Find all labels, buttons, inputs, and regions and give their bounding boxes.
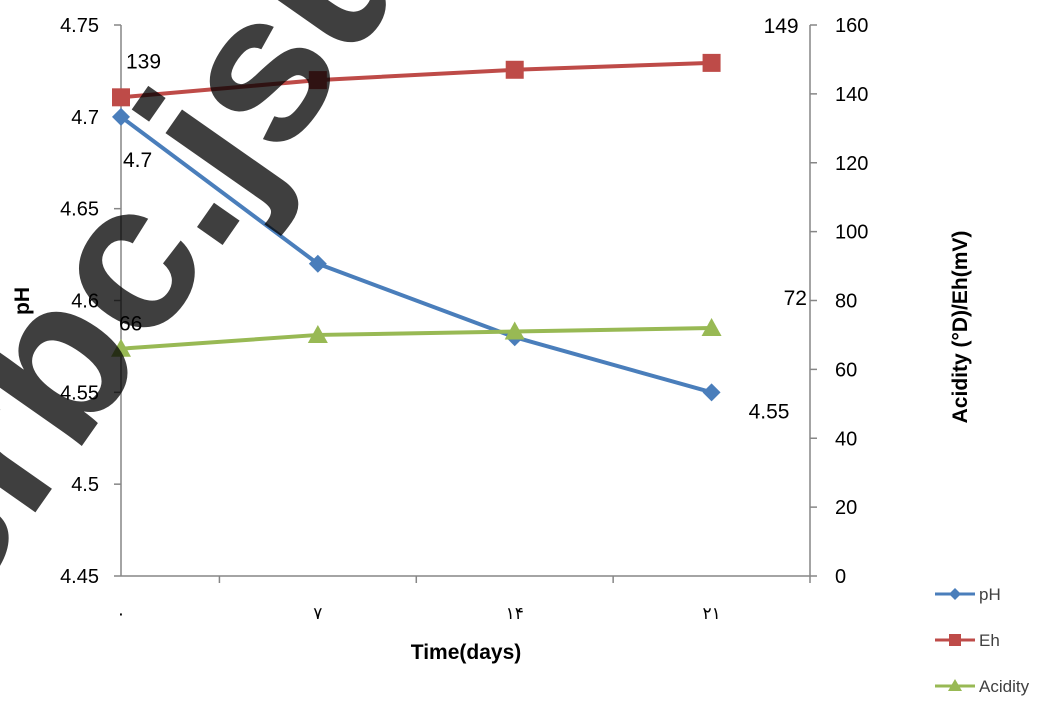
right-tick-label: 20 [835, 497, 857, 519]
watermark-text: srbc.jsutn.ir [0, 0, 686, 646]
x-tick-label: ۱۴ [506, 604, 524, 624]
right-tick-label: 0 [835, 566, 846, 588]
right-tick-label: 100 [835, 222, 868, 244]
eh-line [120, 60, 712, 100]
y2-axis-title: Acidity (°D)/Eh(mV) [949, 231, 972, 424]
eh-point [112, 88, 130, 107]
eh-data-label: 139 [126, 50, 161, 73]
x-tick-group: ۰ ۷ ۱۴ ۲۱ [116, 576, 811, 624]
left-tick-label: 4.6 [71, 291, 99, 313]
x-axis-title: Time(days) [411, 641, 522, 664]
series-layer [111, 53, 722, 402]
ph-data-label: 4.55 [749, 400, 790, 423]
ph-data-label: 4.7 [123, 149, 152, 172]
acidity-point [701, 318, 722, 337]
watermark: srbc.jsutn.ir [0, 0, 686, 646]
right-tick-label: 40 [835, 428, 857, 450]
acidity-line [120, 326, 712, 351]
legend-acidity-label: Acidity [979, 677, 1030, 696]
eh-point [308, 71, 327, 90]
left-tick-label: 4.75 [60, 15, 99, 37]
right-tick-group: 0 20 40 60 80 100 120 140 160 [810, 15, 868, 588]
eh-point [505, 60, 524, 79]
acidity-point [307, 324, 328, 343]
ph-line [119, 115, 713, 395]
data-label-layer: 4.7 4.55 139 149 66 72 [119, 15, 807, 423]
legend-eh-marker [949, 634, 961, 646]
x-tick-label: ۷ [313, 604, 322, 624]
ph-point [308, 254, 327, 273]
acidity-data-label: 72 [784, 287, 807, 310]
legend-eh-label: Eh [979, 631, 1000, 650]
x-tick-label: ۰ [116, 604, 125, 624]
right-tick-label: 140 [835, 84, 868, 106]
eh-data-label: 149 [764, 15, 799, 38]
eh-point [702, 53, 721, 72]
acidity-data-label: 66 [119, 313, 142, 336]
left-tick-label: 4.55 [60, 382, 99, 404]
right-tick-label: 60 [835, 359, 857, 381]
left-tick-label: 4.7 [71, 107, 99, 129]
y-axis-title: pH [11, 287, 34, 315]
legend-ph-label: pH [979, 585, 1001, 604]
ph-point [112, 107, 130, 126]
legend-ph-marker [949, 588, 961, 600]
left-tick-label: 4.45 [60, 566, 99, 588]
right-tick-label: 120 [835, 153, 868, 175]
right-tick-label: 80 [835, 291, 857, 313]
acidity-point [111, 338, 131, 357]
right-tick-label: 160 [835, 15, 868, 37]
acidity-point [504, 321, 525, 340]
legend-acidity-marker [948, 679, 962, 691]
left-tick-label: 4.5 [71, 474, 99, 496]
ph-point [702, 383, 721, 402]
legend: pH Eh Acidity [935, 585, 1030, 696]
left-tick-group: 4.45 4.5 4.55 4.6 4.65 4.7 4.75 [60, 15, 121, 588]
left-tick-label: 4.65 [60, 199, 99, 221]
x-tick-label: ۲۱ [702, 604, 720, 624]
